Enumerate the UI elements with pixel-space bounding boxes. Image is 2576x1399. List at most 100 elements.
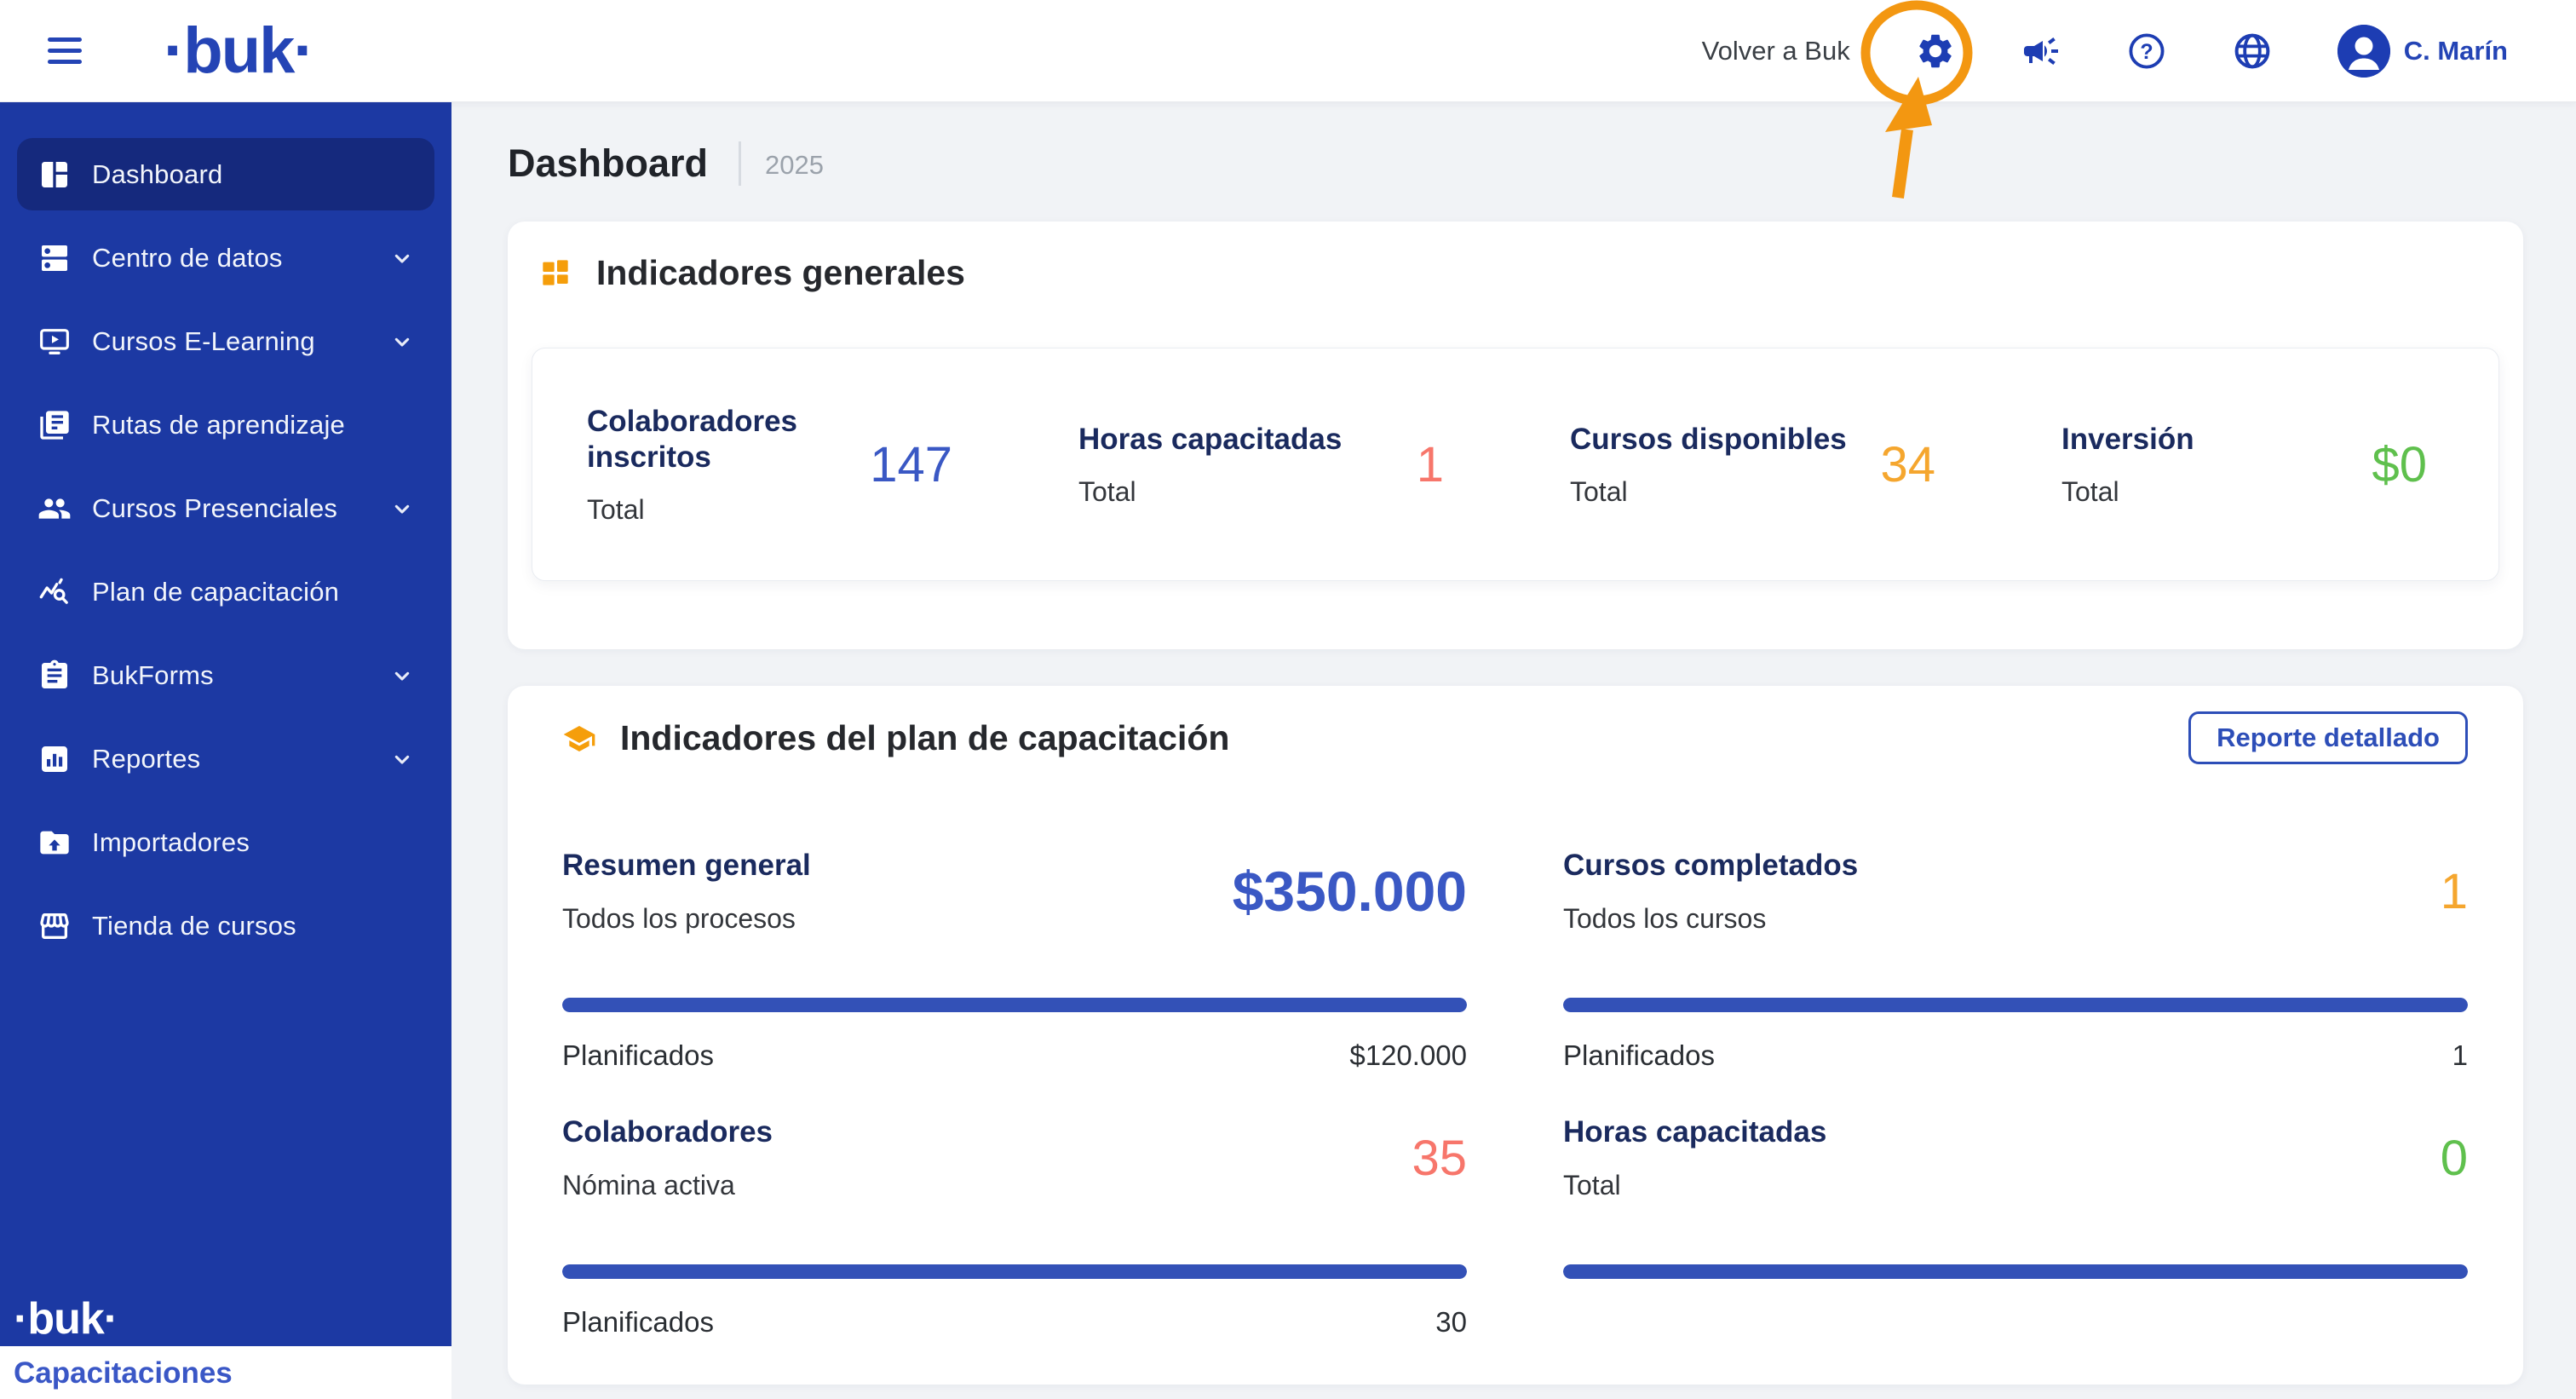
block-bottom-value: $120.000 (1349, 1039, 1467, 1071)
user-avatar (2337, 25, 2390, 78)
back-to-buk-link[interactable]: Volver a Buk (1701, 36, 1850, 66)
sidebar-item-bukforms[interactable]: BukForms (17, 639, 434, 711)
plan-card-header: Indicadores del plan de capacitación Rep… (562, 711, 2468, 764)
stat-value: 34 (1880, 436, 1935, 492)
divider (739, 141, 742, 186)
chevron-down-icon (388, 746, 416, 773)
block-value: 0 (2440, 1130, 2468, 1186)
megaphone-icon[interactable] (2021, 31, 2061, 72)
block-heading: Horas capacitadas (1563, 1114, 1827, 1149)
help-icon[interactable]: ? (2126, 31, 2167, 72)
stat-value: 147 (870, 436, 952, 492)
block-subtitle: Todos los cursos (1563, 902, 1767, 934)
progress-bar (1563, 998, 2468, 1012)
plan-block-horas-capacitadas: Horas capacitadas Total 0 (1563, 1114, 2468, 1339)
general-card-header: Indicadores generales (532, 252, 2499, 292)
plan-block-resumen-general: Resumen general Todos los procesos $350.… (562, 848, 1467, 1072)
sidebar-item-tienda-de-cursos[interactable]: Tienda de cursos (17, 889, 434, 962)
plan-blocks-grid: Resumen general Todos los procesos $350.… (562, 848, 2468, 1339)
sidebar-item-label: Cursos E-Learning (92, 325, 315, 356)
globe-icon[interactable] (2232, 31, 2273, 72)
app-name-capacitaciones: Capacitaciones (14, 1356, 233, 1390)
sidebar-item-label: Cursos Presenciales (92, 492, 338, 523)
learning-paths-icon (37, 408, 72, 442)
block-subtitle: Total (1563, 1169, 1621, 1200)
people-icon (37, 492, 72, 526)
sidebar-item-label: Reportes (92, 743, 201, 774)
hamburger-menu-button[interactable] (48, 31, 82, 71)
block-bottom-label: Planificados (562, 1039, 714, 1071)
stat-label: Total (587, 493, 645, 525)
sidebar-item-importadores[interactable]: Importadores (17, 806, 434, 878)
stat-colaboradores-inscritos: Colaboradores inscritos Total 147 (532, 348, 1024, 580)
period-label: 2025 (765, 150, 825, 180)
orange-graduation-cap-icon (562, 722, 596, 756)
block-subtitle: Nómina activa (562, 1169, 735, 1200)
general-card-title: Indicadores generales (596, 252, 965, 292)
block-bottom-value: 30 (1435, 1306, 1467, 1338)
stat-heading: Horas capacitadas (1078, 422, 1343, 456)
sidebar-item-label: Rutas de aprendizaje (92, 409, 345, 440)
sidebar: Dashboard Centro de datos Cursos E-Learn… (0, 102, 451, 1346)
chevron-down-icon (388, 245, 416, 272)
general-indicators-card: Indicadores generales Colaboradores insc… (508, 222, 2523, 649)
sidebar-item-label: BukForms (92, 659, 214, 690)
bar-chart-icon (37, 742, 72, 776)
plan-block-cursos-completados: Cursos completados Todos los cursos 1 Pl… (1563, 848, 2468, 1072)
main-content: Dashboard 2025 Indicadores generales Col… (451, 102, 2576, 1399)
topbar-actions: Volver a Buk ? C. Marín (1702, 0, 2508, 102)
sidebar-item-dashboard[interactable]: Dashboard (17, 138, 434, 210)
stat-heading: Colaboradores inscritos (587, 404, 797, 474)
block-heading: Cursos completados (1563, 848, 1859, 882)
buk-logo[interactable]: ·buk· (164, 14, 315, 87)
progress-fill (1563, 998, 2468, 1012)
block-heading: Colaboradores (562, 1114, 773, 1149)
page-title: Dashboard (508, 141, 709, 185)
block-value: $350.000 (1232, 860, 1467, 923)
data-center-icon (37, 241, 72, 275)
progress-fill (562, 1264, 1467, 1279)
stat-cursos-disponibles: Cursos disponibles Total 34 (1515, 348, 2007, 580)
sidebar-item-label: Dashboard (92, 158, 223, 189)
sidebar-footer-logo: ·buk· (14, 1294, 118, 1344)
sidebar-item-label: Plan de capacitación (92, 576, 340, 607)
page-header: Dashboard 2025 (508, 140, 2523, 187)
stat-heading: Cursos disponibles (1570, 422, 1847, 456)
user-name: C. Marín (2403, 36, 2508, 66)
stat-value: 1 (1416, 436, 1444, 492)
block-bottom-value: 1 (2452, 1039, 2468, 1071)
sidebar-item-centro-de-datos[interactable]: Centro de datos (17, 222, 434, 294)
storefront-icon (37, 909, 72, 943)
detailed-report-button[interactable]: Reporte detallado (2188, 711, 2468, 764)
sidebar-nav: Dashboard Centro de datos Cursos E-Learn… (0, 138, 451, 962)
sidebar-item-rutas-de-aprendizaje[interactable]: Rutas de aprendizaje (17, 389, 434, 461)
chevron-down-icon (388, 495, 416, 522)
stat-horas-capacitadas: Horas capacitadas Total 1 (1024, 348, 1515, 580)
dashboard-grid-icon (37, 158, 72, 192)
chevron-down-icon (388, 662, 416, 689)
stat-label: Total (1078, 475, 1136, 507)
plan-block-colaboradores: Colaboradores Nómina activa 35 Planifica… (562, 1114, 1467, 1339)
block-subtitle: Todos los procesos (562, 902, 796, 934)
block-value: 1 (2440, 863, 2468, 919)
progress-fill (562, 998, 1467, 1012)
stat-label: Total (1570, 475, 1628, 507)
stat-label: Total (2061, 475, 2119, 507)
block-bottom-label: Planificados (1563, 1039, 1715, 1071)
training-plan-icon (37, 575, 72, 609)
sidebar-item-label: Importadores (92, 826, 250, 857)
folder-upload-icon (37, 826, 72, 860)
sidebar-item-label: Tienda de cursos (92, 910, 296, 941)
svg-text:?: ? (2140, 40, 2153, 64)
stat-inversion: Inversión Total $0 (2007, 348, 2498, 580)
elearning-monitor-icon (37, 325, 72, 359)
stats-row: Colaboradores inscritos Total 147 Horas … (532, 348, 2499, 581)
settings-gear-icon[interactable] (1915, 31, 1956, 72)
sidebar-item-label: Centro de datos (92, 242, 283, 273)
sidebar-item-reportes[interactable]: Reportes (17, 723, 434, 795)
sidebar-item-cursos-elearning[interactable]: Cursos E-Learning (17, 305, 434, 377)
user-menu[interactable]: C. Marín (2337, 25, 2508, 78)
clipboard-icon (37, 659, 72, 693)
sidebar-item-cursos-presenciales[interactable]: Cursos Presenciales (17, 472, 434, 544)
sidebar-item-plan-de-capacitacion[interactable]: Plan de capacitación (17, 556, 434, 628)
